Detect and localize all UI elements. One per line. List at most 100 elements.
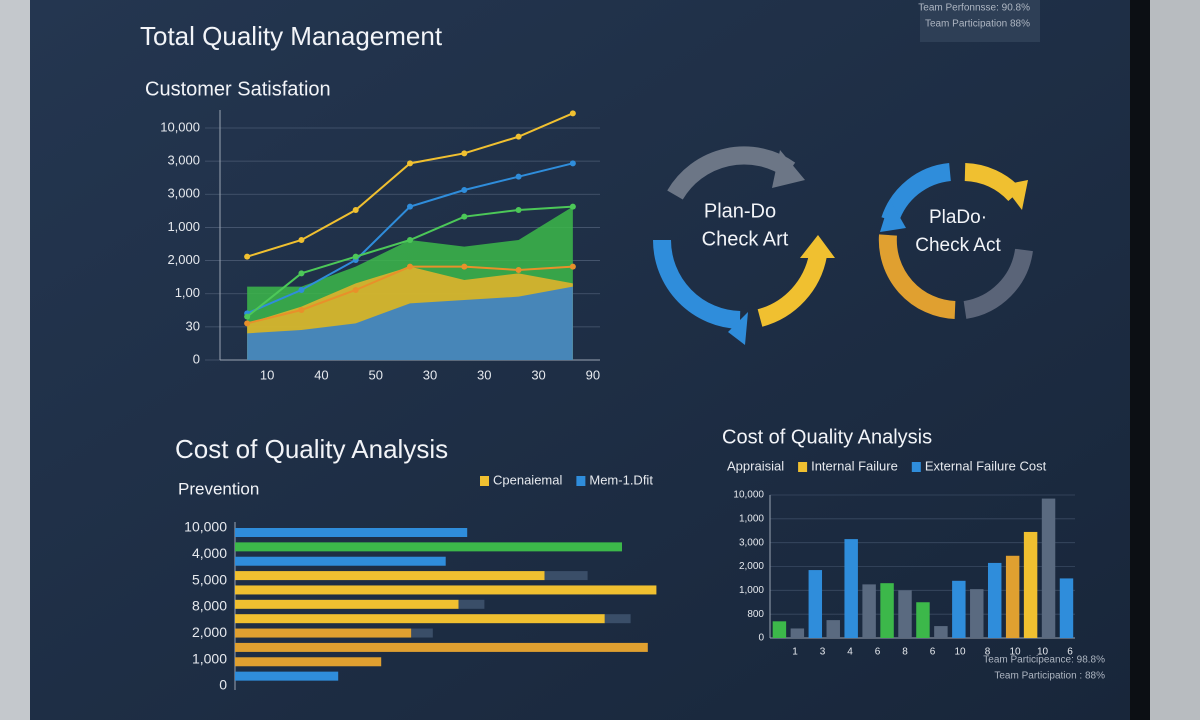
arc	[878, 234, 956, 319]
status-text: Team Participation : 88%	[994, 671, 1105, 682]
point	[244, 320, 251, 327]
legend-label: Appraisial	[727, 458, 784, 473]
point	[407, 263, 413, 270]
arc	[667, 146, 796, 200]
bar	[1005, 555, 1020, 638]
x-tick-label: 50	[368, 367, 382, 382]
bar-extra	[458, 599, 485, 609]
x-tick-label: 30	[477, 367, 491, 382]
bar	[844, 539, 858, 638]
point	[515, 267, 522, 273]
x-tick-label: 1	[792, 647, 798, 658]
legend-swatch	[798, 462, 808, 472]
y-tick-label: 10,000	[733, 490, 764, 501]
status-text: Team Participeance: 98.8%	[983, 655, 1105, 666]
y-tick-label: 1,00	[175, 285, 200, 300]
point	[298, 287, 305, 293]
y-tick-label: 2,000	[167, 252, 200, 267]
y-tick-label: 8,000	[192, 598, 227, 614]
x-tick-label: 6	[930, 647, 936, 658]
point	[407, 203, 413, 210]
bar	[235, 671, 339, 681]
y-tick-label: 1,000	[192, 650, 227, 666]
cycle-label: PlaDo·	[929, 207, 987, 228]
bar	[235, 614, 605, 624]
bar	[235, 657, 382, 667]
bar	[235, 556, 446, 566]
x-tick-label: 10	[954, 647, 966, 658]
x-tick-label: 4	[847, 647, 853, 658]
bar	[772, 621, 787, 638]
cycle-label: Plan-Do	[704, 200, 776, 222]
point	[461, 187, 468, 193]
bar	[862, 584, 876, 638]
point	[407, 160, 413, 167]
y-tick-label: 3,000	[167, 186, 200, 201]
x-tick-label: 3	[820, 647, 826, 658]
cycle-label: Check Act	[915, 235, 1001, 256]
arrow-head	[800, 235, 835, 258]
chart-title: Cost of Quality Analysis	[175, 434, 448, 464]
point	[461, 263, 468, 270]
legend-swatch	[911, 462, 921, 472]
point	[298, 237, 305, 243]
status-box	[920, 0, 1040, 42]
point	[461, 213, 468, 220]
y-tick-label: 3,000	[167, 153, 200, 168]
bar	[235, 571, 545, 581]
point	[352, 253, 359, 260]
bar	[1041, 498, 1056, 638]
y-tick-label: 2,000	[192, 624, 227, 640]
bar	[1023, 531, 1038, 638]
status-text: Team Perfonnsse: 90.8%	[918, 3, 1030, 14]
x-tick-label: 6	[875, 647, 881, 658]
bar	[916, 602, 930, 638]
arrow-heads	[728, 150, 1028, 345]
bar-extra	[411, 628, 433, 638]
x-tick-label: 10	[1009, 647, 1021, 658]
point	[515, 173, 522, 180]
point	[569, 160, 576, 167]
point	[569, 263, 576, 270]
point	[515, 133, 522, 140]
point	[515, 207, 522, 213]
point	[461, 150, 468, 157]
x-tick-label: 8	[902, 647, 908, 658]
status-text: Team Participation 88%	[925, 19, 1030, 30]
arc	[757, 253, 827, 327]
bar	[987, 562, 1002, 638]
arrow-head	[1003, 180, 1028, 210]
point	[352, 287, 359, 293]
x-tick-label: 90	[586, 367, 600, 382]
bar	[790, 628, 805, 638]
y-tick-label: 2,000	[739, 561, 764, 572]
bezel	[1130, 0, 1150, 720]
x-tick-label: 8	[985, 647, 991, 658]
arc	[653, 239, 741, 329]
bar	[235, 599, 459, 609]
y-tick-label: 10,000	[160, 119, 200, 134]
bar	[235, 628, 412, 638]
x-tick-label: 10	[1037, 647, 1049, 658]
legend-label: External Failure Cost	[925, 458, 1047, 473]
bar	[808, 570, 823, 638]
point	[298, 270, 305, 277]
bar	[235, 585, 657, 595]
bar	[934, 626, 948, 638]
y-tick-label: 30	[186, 318, 200, 333]
legend-swatch	[480, 476, 489, 486]
bar-extra	[544, 571, 588, 581]
bar	[235, 542, 622, 552]
y-tick-label: 3,000	[739, 537, 764, 548]
bar-extra	[604, 614, 631, 624]
point	[298, 307, 305, 313]
y-tick-label: 800	[747, 609, 764, 620]
arc	[963, 248, 1033, 319]
arrow-head	[728, 312, 748, 345]
area	[247, 286, 573, 360]
point	[244, 253, 251, 260]
y-tick-label: 1,000	[167, 219, 200, 234]
y-tick-label: 0	[193, 351, 200, 366]
chart-title: Cost of Quality Analysis	[722, 426, 932, 448]
